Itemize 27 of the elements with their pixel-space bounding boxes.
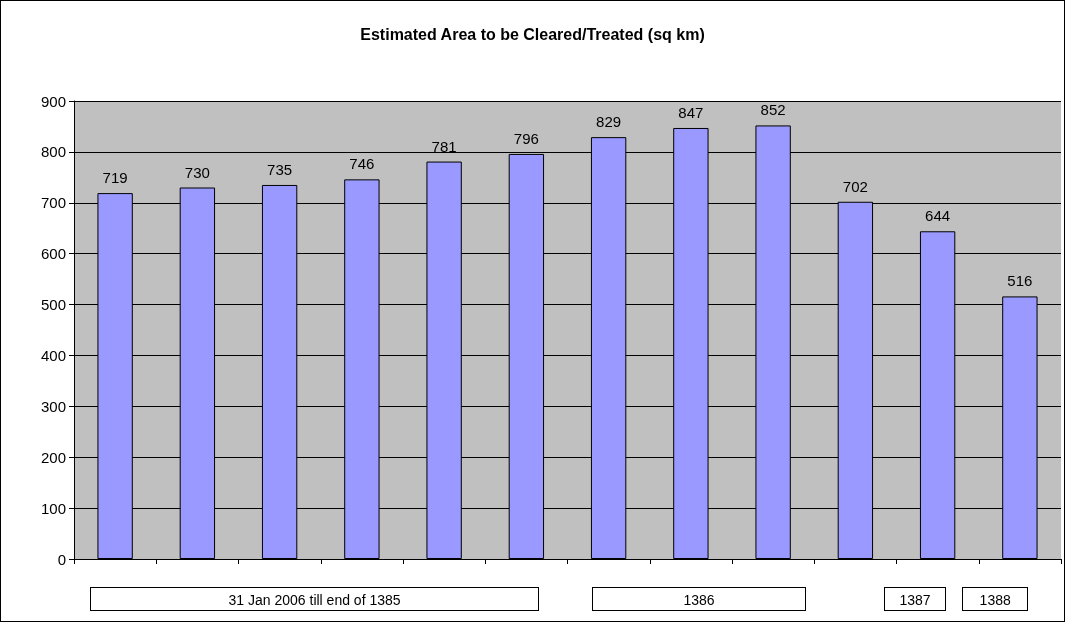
data-label: 746: [349, 155, 375, 173]
y-tick-label: 400: [40, 346, 66, 364]
data-label: 847: [678, 103, 704, 121]
y-tick-label: 200: [40, 448, 66, 466]
text: 1388: [962, 587, 1029, 611]
data-label: 781: [431, 137, 457, 155]
y-tick-label: 300: [40, 397, 66, 415]
y-tick-label: 800: [40, 143, 66, 161]
data-label: 730: [184, 163, 210, 181]
text: 31 Jan 2006 till end of 1385: [90, 587, 539, 611]
y-tick-label: 700: [40, 194, 66, 212]
y-tick-label: 600: [40, 245, 66, 263]
data-label: 829: [596, 113, 622, 131]
y-tick-label: 900: [40, 92, 66, 110]
text: 1387: [884, 587, 946, 611]
data-label: 796: [513, 129, 539, 147]
data-label: 702: [842, 177, 868, 195]
data-label: 719: [102, 169, 128, 187]
data-label: 516: [1007, 272, 1033, 290]
chart-title: Estimated Area to be Cleared/Treated (sq km): [360, 25, 705, 43]
data-label: 735: [267, 160, 293, 178]
text: 1386: [592, 587, 807, 611]
data-label: 852: [760, 101, 786, 119]
y-tick-label: 500: [40, 296, 66, 314]
y-tick-label: 100: [40, 499, 66, 517]
data-label: 644: [925, 207, 951, 225]
y-tick-label: 0: [57, 550, 66, 568]
